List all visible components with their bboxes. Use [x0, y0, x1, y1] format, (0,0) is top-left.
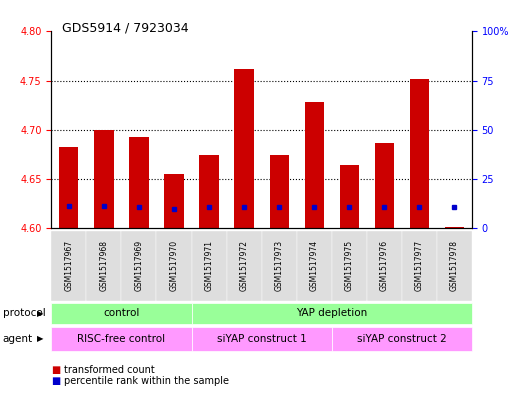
Text: ■: ■	[51, 365, 61, 375]
Text: siYAP construct 1: siYAP construct 1	[217, 334, 306, 344]
Text: GSM1517967: GSM1517967	[64, 240, 73, 291]
Bar	[129, 136, 149, 228]
Text: GSM1517978: GSM1517978	[450, 240, 459, 291]
Text: percentile rank within the sample: percentile rank within the sample	[64, 376, 229, 386]
Text: ▶: ▶	[37, 334, 44, 343]
Text: GSM1517975: GSM1517975	[345, 240, 354, 291]
Text: control: control	[103, 309, 140, 318]
Text: YAP depletion: YAP depletion	[296, 309, 367, 318]
Bar	[445, 227, 464, 228]
Text: RISC-free control: RISC-free control	[77, 334, 166, 344]
Text: ■: ■	[51, 376, 61, 386]
Text: protocol: protocol	[3, 309, 45, 318]
Text: GSM1517977: GSM1517977	[415, 240, 424, 291]
Bar	[94, 130, 113, 228]
Bar	[200, 155, 219, 228]
Text: GDS5914 / 7923034: GDS5914 / 7923034	[62, 22, 188, 35]
Text: GSM1517972: GSM1517972	[240, 240, 249, 291]
Text: GSM1517968: GSM1517968	[100, 240, 108, 291]
Text: GSM1517970: GSM1517970	[169, 240, 179, 291]
Text: GSM1517976: GSM1517976	[380, 240, 389, 291]
Bar	[410, 79, 429, 228]
Bar	[59, 147, 78, 228]
Text: GSM1517971: GSM1517971	[205, 240, 213, 291]
Bar	[164, 174, 184, 228]
Text: ▶: ▶	[37, 309, 44, 318]
Text: transformed count: transformed count	[64, 365, 155, 375]
Bar	[305, 102, 324, 228]
Bar	[269, 155, 289, 228]
Bar	[374, 143, 394, 228]
Bar	[340, 165, 359, 228]
Text: GSM1517974: GSM1517974	[310, 240, 319, 291]
Text: agent: agent	[3, 334, 33, 344]
Text: GSM1517969: GSM1517969	[134, 240, 144, 291]
Text: GSM1517973: GSM1517973	[274, 240, 284, 291]
Bar	[234, 69, 254, 228]
Text: siYAP construct 2: siYAP construct 2	[357, 334, 447, 344]
